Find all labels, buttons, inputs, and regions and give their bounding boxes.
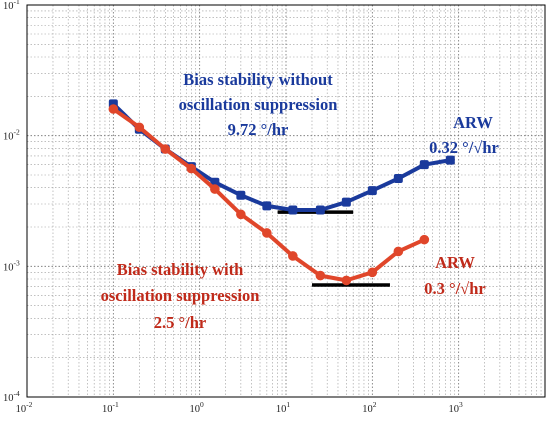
y-tick-label: 10-1: [3, 0, 20, 12]
data-point-series-0: [367, 186, 377, 196]
data-point-series-1: [315, 270, 326, 281]
y-tick-label: 10-4: [3, 389, 20, 404]
annotation-bias-without-line-3: 9.72 °/hr: [228, 120, 289, 139]
data-point-series-1: [108, 104, 119, 114]
annotation-arw-blue-line-1: ARW: [453, 113, 493, 132]
data-point-series-1: [134, 122, 145, 133]
data-point-series-1: [341, 275, 352, 286]
grid-lines: [26, 4, 546, 398]
data-point-series-0: [419, 160, 429, 170]
data-point-series-1: [288, 251, 298, 261]
data-point-series-0: [262, 201, 272, 211]
data-point-series-0: [236, 190, 246, 200]
data-point-series-1: [160, 144, 171, 154]
data-point-series-1: [262, 228, 272, 238]
y-axis-ticks: 10-1 10-2 10-3 10-4: [3, 0, 20, 404]
y-tick-label: 10-2: [3, 128, 20, 143]
annotation-bias-with-line-3: 2.5 °/hr: [154, 313, 206, 332]
data-point-series-1: [367, 267, 378, 278]
data-point-series-1: [236, 209, 246, 220]
x-tick-label: 100: [190, 400, 205, 415]
data-point-series-0: [288, 205, 298, 215]
annotation-arw-red-line-2: 0.3 °/√hr: [424, 279, 486, 298]
data-point-series-0: [445, 155, 455, 165]
data-point-series-1: [210, 184, 220, 194]
data-point-series-0: [341, 197, 351, 207]
annotation-bias-with-line-1: Bias stability with: [117, 260, 244, 279]
annotation-bias-with-line-2: oscillation suppression: [101, 286, 260, 305]
annotation-arw-blue-line-2: 0.32 °/√hr: [429, 138, 499, 157]
x-tick-label: 10-2: [16, 400, 33, 415]
x-tick-label: 102: [362, 400, 377, 415]
x-tick-label: 103: [449, 400, 464, 415]
annotation-bias-without-line-1: Bias stability without: [183, 70, 333, 89]
data-series: [108, 99, 455, 286]
y-tick-label: 10-3: [3, 258, 20, 273]
x-tick-label: 10-1: [102, 400, 119, 415]
x-axis-ticks: 10-2 10-1 100 101 102 103: [16, 400, 463, 415]
data-point-series-0: [315, 205, 325, 215]
annotation-arw-red-line-1: ARW: [435, 253, 475, 272]
plot-frame: [26, 4, 546, 398]
data-point-series-1: [419, 234, 430, 245]
data-point-series-0: [393, 174, 403, 184]
data-point-series-1: [393, 246, 404, 257]
x-tick-label: 101: [276, 400, 291, 415]
data-point-series-1: [186, 163, 197, 174]
annotation-bias-without-line-2: oscillation suppression: [179, 95, 338, 114]
